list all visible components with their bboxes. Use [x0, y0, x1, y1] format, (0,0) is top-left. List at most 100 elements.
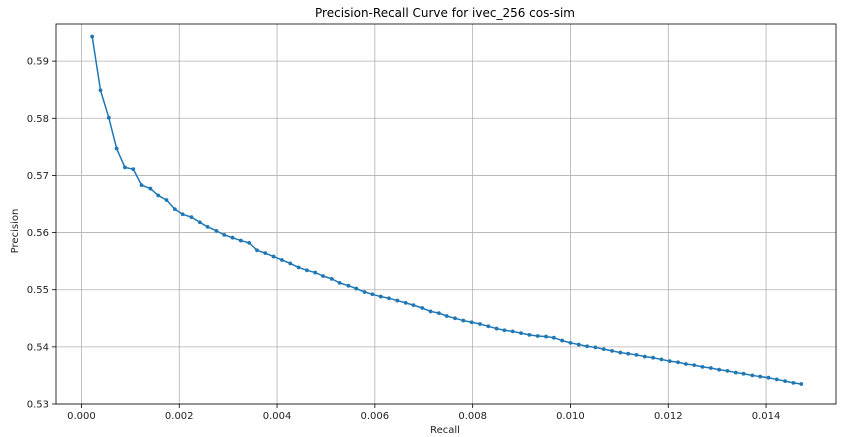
x-tick-label: 0.014 — [752, 411, 781, 422]
data-point — [568, 340, 573, 345]
data-point — [131, 167, 136, 172]
y-axis-ticks: 0.53 0.54 0.55 0.56 0.57 0.58 0.59 — [27, 57, 56, 411]
y-axis-label: Precision — [10, 209, 21, 254]
data-point — [255, 248, 259, 253]
data-point — [676, 360, 680, 365]
data-point — [758, 374, 763, 379]
data-point — [774, 377, 779, 382]
y-tick-label: 0.58 — [27, 114, 49, 125]
y-tick-label: 0.54 — [27, 342, 49, 353]
data-point — [238, 238, 243, 243]
data-point — [478, 322, 482, 326]
data-point — [337, 280, 342, 285]
data-point — [189, 215, 194, 220]
data-point — [296, 265, 301, 270]
data-point — [766, 375, 771, 380]
data-point — [717, 367, 722, 372]
data-point — [510, 329, 515, 334]
data-point — [247, 240, 252, 245]
data-point — [791, 380, 796, 385]
data-point — [461, 318, 466, 323]
data-point — [593, 345, 598, 350]
data-point — [486, 324, 491, 329]
data-point — [741, 371, 746, 376]
x-axis-label: Recall — [430, 425, 460, 436]
x-tick-label: 0.004 — [263, 411, 292, 422]
data-point — [733, 370, 738, 375]
data-point — [799, 382, 804, 386]
data-point — [222, 232, 227, 237]
data-point — [148, 186, 153, 191]
data-point — [156, 193, 161, 198]
grid-lines — [56, 24, 836, 405]
x-tick-label: 0.012 — [654, 411, 683, 422]
data-point — [519, 331, 523, 336]
data-point — [313, 270, 318, 275]
data-point — [362, 290, 367, 294]
data-point — [280, 258, 284, 262]
data-point — [288, 261, 293, 266]
data-point — [700, 364, 705, 369]
data-point — [271, 254, 276, 259]
data-point — [444, 314, 449, 318]
data-point — [708, 366, 713, 370]
series-group — [90, 34, 804, 386]
data-point — [197, 220, 202, 225]
data-point — [535, 334, 540, 338]
data-point — [106, 115, 111, 120]
y-tick-label: 0.53 — [27, 400, 49, 411]
data-point — [626, 351, 631, 356]
data-point — [469, 320, 474, 325]
data-point — [395, 298, 400, 303]
data-point — [527, 332, 532, 337]
x-tick-label: 0.006 — [361, 411, 390, 422]
data-point — [502, 328, 507, 333]
data-point — [205, 224, 210, 229]
data-point — [783, 379, 788, 384]
data-point — [576, 342, 581, 347]
data-point — [403, 300, 408, 305]
data-point — [437, 311, 441, 316]
data-point — [98, 88, 103, 93]
data-point — [667, 359, 672, 364]
chart-title: Precision-Recall Curve for ivec_256 cos-… — [315, 6, 575, 20]
data-point — [750, 373, 755, 378]
data-point — [453, 316, 457, 321]
data-point — [411, 303, 416, 308]
data-point — [387, 296, 391, 301]
data-point — [618, 350, 623, 355]
data-point — [651, 355, 655, 360]
data-point — [551, 335, 556, 340]
x-tick-label: 0.002 — [165, 411, 194, 422]
x-tick-label: 0.000 — [67, 411, 96, 422]
data-point — [544, 334, 548, 339]
data-point — [230, 235, 235, 240]
data-point — [585, 344, 589, 349]
x-axis-ticks: 0.000 0.002 0.004 0.006 0.008 0.010 0.012 0.014 — [67, 404, 780, 422]
data-point — [725, 368, 730, 373]
data-point — [683, 362, 688, 366]
data-point — [172, 207, 177, 212]
data-point — [634, 352, 639, 357]
data-point — [180, 212, 185, 217]
data-point — [370, 292, 375, 297]
data-point — [123, 165, 127, 170]
data-point — [420, 306, 425, 310]
plot-frame — [55, 23, 837, 405]
data-point — [214, 228, 219, 233]
data-point — [692, 363, 697, 368]
data-point — [642, 354, 647, 359]
data-point — [263, 251, 268, 256]
data-point — [354, 286, 359, 291]
data-point — [304, 268, 309, 273]
data-point — [378, 294, 383, 299]
data-point — [139, 183, 144, 188]
x-tick-label: 0.008 — [458, 411, 487, 422]
data-point — [346, 283, 351, 288]
data-point — [114, 146, 119, 151]
y-tick-label: 0.57 — [27, 171, 49, 182]
y-tick-label: 0.59 — [27, 57, 49, 68]
data-point — [90, 34, 95, 39]
